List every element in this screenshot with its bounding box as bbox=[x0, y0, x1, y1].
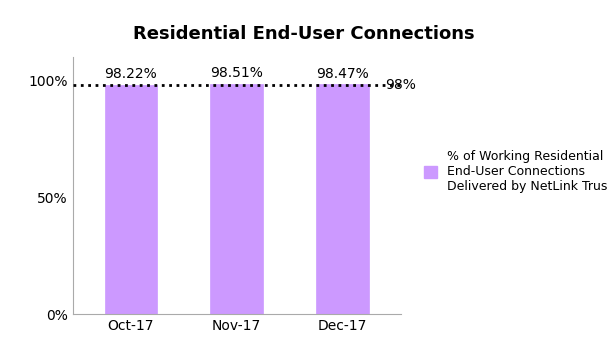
Text: 98.51%: 98.51% bbox=[210, 66, 263, 80]
Bar bbox=[316, 84, 369, 314]
Bar bbox=[104, 85, 157, 314]
Text: 98.47%: 98.47% bbox=[316, 66, 369, 81]
Legend: % of Working Residential
End-User Connections
Delivered by NetLink Trust: % of Working Residential End-User Connec… bbox=[419, 145, 607, 198]
Bar bbox=[210, 84, 263, 314]
Text: 98%: 98% bbox=[385, 78, 416, 92]
Text: Residential End-User Connections: Residential End-User Connections bbox=[133, 25, 474, 43]
Text: 98.22%: 98.22% bbox=[104, 67, 157, 81]
